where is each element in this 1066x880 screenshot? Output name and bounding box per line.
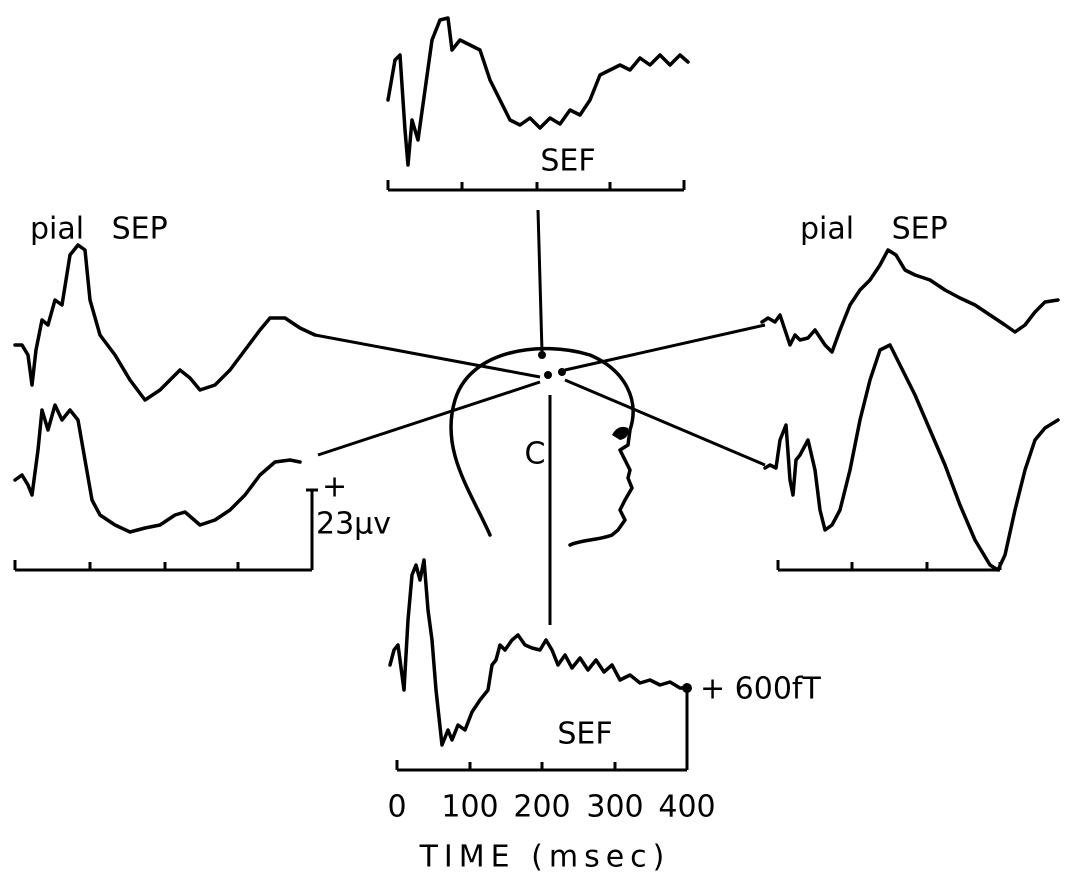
time-tick: 0 <box>387 790 406 825</box>
figure: SEF pial SEP + 23μv pial SEP C + 600fT S… <box>0 0 1066 880</box>
left-axis <box>15 490 318 570</box>
right-upper-trace <box>762 250 1058 352</box>
time-tick: 200 <box>513 790 570 825</box>
electrode <box>558 368 566 376</box>
left-scale-value: 23μv <box>316 507 391 542</box>
left-lower-trace <box>15 405 300 532</box>
time-tick: 300 <box>586 790 643 825</box>
top-label: SEF <box>540 144 595 179</box>
connectors <box>315 210 765 625</box>
top-trace <box>388 18 688 165</box>
left-label: pial SEP <box>30 212 168 247</box>
scale-dot <box>682 683 692 693</box>
head-label: C <box>525 437 546 472</box>
right-lower-trace <box>765 345 1058 570</box>
time-tick: 100 <box>441 790 498 825</box>
right-axis <box>778 560 1000 570</box>
right-label: pial SEP <box>800 212 948 247</box>
top-axis <box>388 180 684 190</box>
time-tick: 400 <box>658 790 715 825</box>
electrode <box>538 351 546 359</box>
page: SEF pial SEP + 23μv pial SEP C + 600fT S… <box>0 0 1066 880</box>
bottom-trace <box>390 560 688 745</box>
left-upper-trace <box>15 245 315 400</box>
eye <box>612 427 628 440</box>
bottom-label: SEF <box>557 717 612 752</box>
electrode <box>544 371 552 379</box>
time-title: TIME (msec) <box>419 840 671 875</box>
left-scale-sign: + <box>322 470 347 505</box>
bottom-scale: + 600fT <box>700 672 821 707</box>
